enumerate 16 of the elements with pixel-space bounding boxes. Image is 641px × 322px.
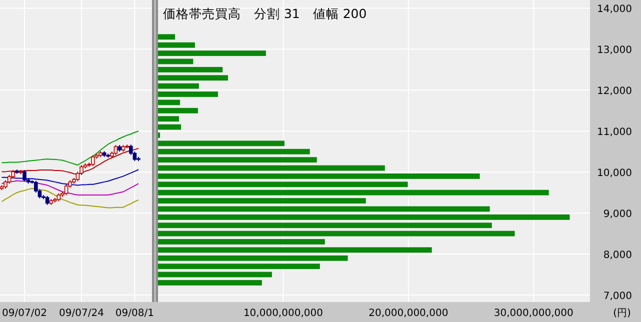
x-tick-label: 20,000,000,000 [368, 308, 448, 319]
x-tick-label: 09/08/1 [115, 308, 154, 319]
x-axis-title: (円) [613, 308, 631, 319]
x-tick-label: 09/07/24 [59, 308, 104, 319]
x-tick-label: 10,000,000,000 [243, 308, 323, 319]
y-tick-label: 9,000 [603, 209, 632, 220]
x-tick-label: 09/07/02 [2, 308, 47, 319]
y-tick-label: 7,000 [603, 291, 632, 302]
y-tick-label: 12,000 [597, 86, 632, 98]
y-tick-label: 14,000 [597, 4, 632, 16]
y-tick-label: 10,000 [597, 168, 632, 180]
x-tick-label: 30,000,000,000 [494, 308, 574, 319]
y-tick-label: 13,000 [597, 45, 632, 56]
y-tick-label: 8,000 [603, 250, 632, 262]
text: 価格帯売買高 分割 31 値幅 200 [163, 6, 367, 21]
y-tick-label: 11,000 [597, 127, 632, 138]
